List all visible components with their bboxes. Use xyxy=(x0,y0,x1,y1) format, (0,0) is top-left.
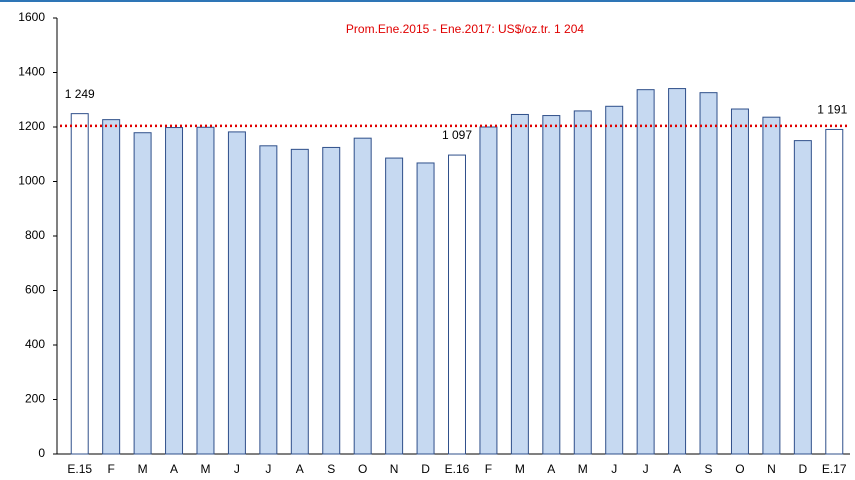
y-tick-label: 1000 xyxy=(18,174,45,188)
y-tick-label: 200 xyxy=(25,392,45,406)
y-tick-label: 400 xyxy=(25,337,45,351)
bar xyxy=(699,92,718,455)
y-tick-label: 600 xyxy=(25,283,45,297)
x-tick-label: A xyxy=(170,462,178,476)
y-tick-label: 1600 xyxy=(18,10,45,24)
y-tick-label: 1200 xyxy=(18,119,45,133)
x-tick-label: M xyxy=(200,462,210,476)
bar xyxy=(70,113,89,455)
data-label: 1 191 xyxy=(817,103,847,117)
bar xyxy=(133,132,152,455)
bar xyxy=(416,162,435,455)
x-tick-label: D xyxy=(799,462,808,476)
bar xyxy=(762,116,781,455)
bar xyxy=(730,108,749,455)
bar xyxy=(825,128,844,455)
bar xyxy=(448,154,466,455)
y-tick-label: 800 xyxy=(25,228,45,242)
x-tick-label: O xyxy=(358,462,367,476)
bar xyxy=(636,89,655,455)
x-tick-label: J xyxy=(643,462,649,476)
x-tick-label: J xyxy=(234,462,240,476)
x-tick-label: S xyxy=(705,462,713,476)
bar xyxy=(605,105,624,455)
x-tick-label: M xyxy=(515,462,525,476)
x-tick-label: E.16 xyxy=(445,462,470,476)
bar xyxy=(322,146,341,455)
x-tick-label: A xyxy=(547,462,555,476)
bar xyxy=(353,137,372,455)
bar xyxy=(510,113,529,455)
bar xyxy=(479,126,498,455)
bar xyxy=(227,131,246,455)
y-tick-label: 1400 xyxy=(18,65,45,79)
x-tick-label: S xyxy=(327,462,335,476)
x-tick-label: J xyxy=(265,462,271,476)
data-label: 1 249 xyxy=(65,87,95,101)
data-label: 1 097 xyxy=(442,128,472,142)
x-tick-label: N xyxy=(390,462,399,476)
bar xyxy=(196,126,215,455)
bar xyxy=(573,110,592,455)
x-tick-label: E.17 xyxy=(822,462,847,476)
annotation: Prom.Ene.2015 - Ene.2017: US$/oz.tr. 1 2… xyxy=(346,22,584,36)
x-tick-label: O xyxy=(735,462,744,476)
bar xyxy=(165,127,184,455)
y-tick-label: 0 xyxy=(38,446,45,460)
x-tick-label: J xyxy=(611,462,617,476)
x-tick-label: F xyxy=(107,462,114,476)
x-tick-label: F xyxy=(485,462,492,476)
bar xyxy=(259,145,278,455)
bar xyxy=(102,119,121,455)
x-tick-label: A xyxy=(296,462,304,476)
x-tick-label: N xyxy=(767,462,776,476)
x-tick-label: M xyxy=(578,462,588,476)
bar xyxy=(668,88,687,455)
x-tick-label: M xyxy=(138,462,148,476)
bar xyxy=(385,157,404,455)
x-tick-label: E.15 xyxy=(67,462,92,476)
bar xyxy=(290,148,309,455)
bar xyxy=(542,115,561,455)
x-tick-label: A xyxy=(673,462,681,476)
bar xyxy=(793,140,812,455)
x-tick-label: D xyxy=(421,462,430,476)
